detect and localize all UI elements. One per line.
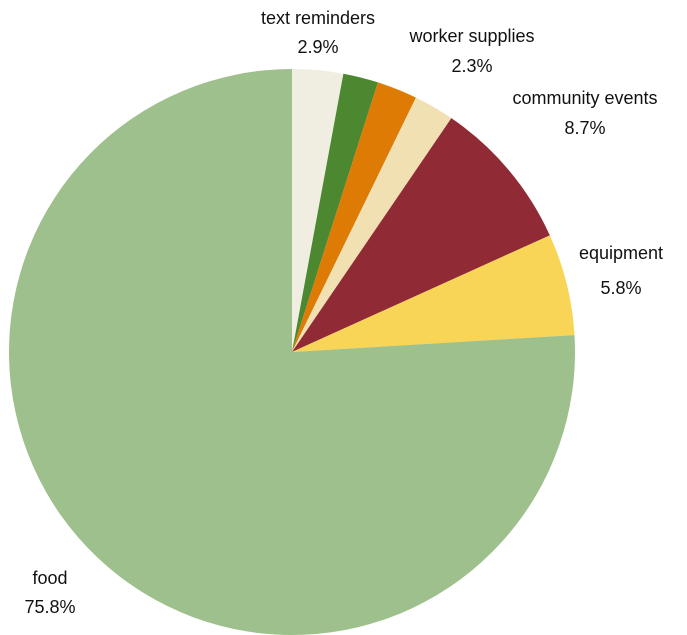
- pie-slice-worker-supplies: [292, 82, 416, 353]
- value-equipment: 5.8%: [600, 278, 641, 298]
- value-worker-supplies: 2.3%: [451, 56, 492, 76]
- pie-labels: text reminders 2.9% worker supplies 2.3%…: [24, 8, 663, 617]
- label-food: food: [32, 568, 67, 588]
- value-text-reminders: 2.9%: [297, 37, 338, 57]
- pie-slice-food: [8, 69, 575, 635]
- pie-slices: [8, 69, 575, 635]
- pie-slice-community-events: [292, 118, 550, 352]
- value-food: 75.8%: [24, 597, 75, 617]
- pie-slice-slice-1: [292, 73, 378, 352]
- label-worker-supplies: worker supplies: [408, 26, 534, 46]
- label-community-events: community events: [512, 88, 657, 108]
- pie-slice-text-reminders: [292, 69, 344, 352]
- pie-slice-equipment: [292, 235, 575, 352]
- pie-slice-slice-3: [292, 97, 452, 352]
- label-equipment: equipment: [579, 243, 663, 263]
- value-community-events: 8.7%: [564, 118, 605, 138]
- label-text-reminders: text reminders: [261, 8, 375, 28]
